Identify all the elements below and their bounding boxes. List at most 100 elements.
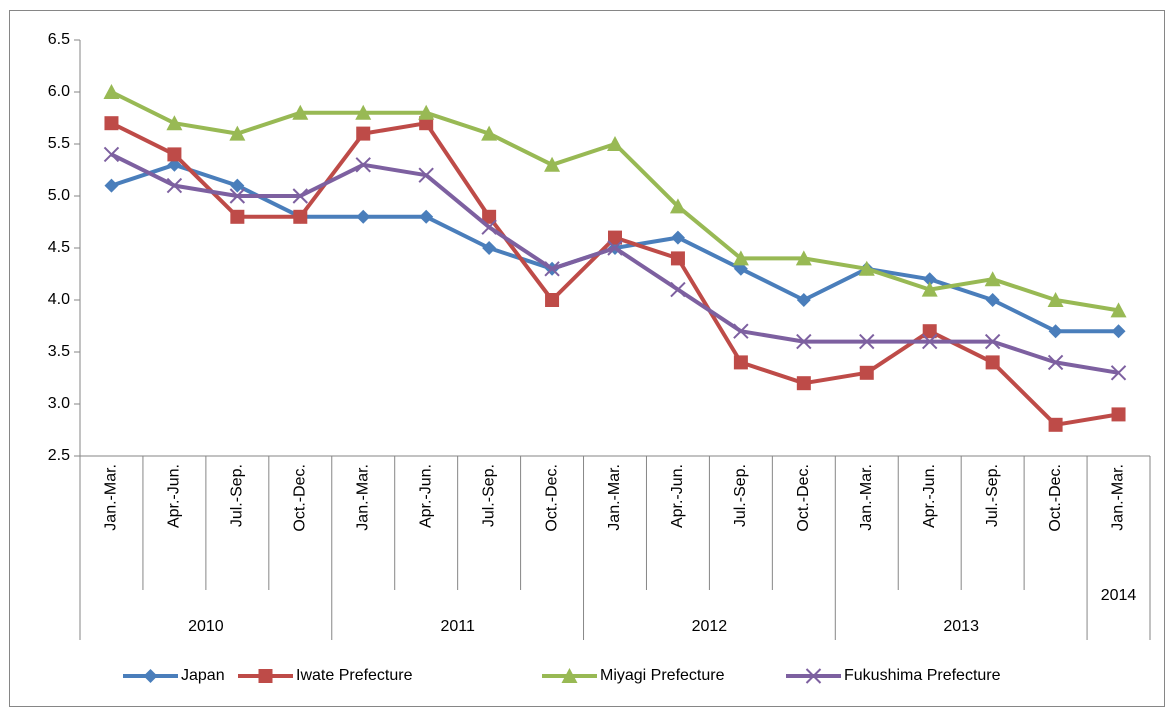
- marker: [418, 167, 434, 183]
- marker: [1111, 407, 1126, 422]
- marker: [984, 271, 1001, 287]
- legend-item: Japan: [123, 667, 225, 684]
- x-tick-label: Jan.-Mar.: [606, 464, 623, 531]
- y-tick-label: 5.0: [48, 187, 70, 204]
- marker: [229, 188, 246, 204]
- x-tick-label: Jan.-Mar.: [858, 464, 875, 531]
- marker: [607, 136, 623, 151]
- marker: [732, 250, 749, 266]
- marker: [1047, 354, 1064, 371]
- marker: [545, 293, 560, 307]
- marker: [229, 125, 246, 141]
- marker: [482, 241, 497, 255]
- marker: [230, 178, 245, 193]
- marker: [230, 209, 245, 224]
- legend-label: Fukushima Prefecture: [844, 667, 1001, 684]
- legend-item: Miyagi Prefecture: [542, 667, 725, 684]
- year-label: 2012: [692, 618, 728, 635]
- marker: [356, 209, 371, 224]
- marker: [1110, 302, 1127, 318]
- marker: [482, 209, 497, 224]
- marker: [355, 157, 371, 173]
- marker: [1048, 417, 1063, 432]
- x-tick-label: Jan.-Mar.: [1110, 464, 1127, 531]
- y-tick-label: 6.5: [48, 31, 70, 48]
- marker: [985, 293, 1000, 307]
- marker: [356, 126, 371, 141]
- marker: [103, 84, 120, 99]
- marker: [481, 125, 498, 141]
- marker: [796, 333, 812, 350]
- marker: [293, 209, 308, 224]
- legend-item: Iwate Prefecture: [238, 667, 413, 684]
- x-tick-label: Apr.-Jun.: [417, 464, 434, 528]
- marker: [922, 272, 937, 287]
- marker: [292, 188, 309, 204]
- marker: [796, 293, 811, 307]
- legend-label: Iwate Prefecture: [296, 667, 413, 684]
- marker: [607, 240, 623, 256]
- marker: [1111, 324, 1126, 339]
- marker: [608, 230, 622, 245]
- marker: [1110, 365, 1127, 381]
- marker: [481, 219, 497, 235]
- x-tick-label: Jan.-Mar.: [103, 464, 120, 531]
- y-tick-label: 2.5: [48, 447, 70, 464]
- marker: [418, 104, 435, 120]
- x-tick-label: Apr.-Jun.: [166, 464, 183, 528]
- x-tick-label: Jan.-Mar.: [354, 464, 371, 531]
- marker: [795, 250, 812, 266]
- marker: [670, 281, 686, 298]
- marker: [544, 261, 560, 277]
- year-label: 2014: [1101, 587, 1137, 604]
- x-tick-label: Apr.-Jun.: [921, 464, 938, 528]
- marker: [544, 156, 561, 172]
- marker: [733, 355, 748, 370]
- x-tick-label: Oct.-Dec.: [292, 464, 309, 532]
- year-label: 2011: [440, 618, 475, 635]
- marker: [143, 669, 158, 683]
- x-tick-label: Oct.-Dec.: [795, 464, 812, 532]
- marker: [103, 146, 120, 163]
- y-tick-label: 3.5: [48, 343, 70, 360]
- marker: [922, 324, 937, 339]
- year-label: 2010: [188, 618, 224, 635]
- marker: [258, 669, 273, 683]
- x-tick-label: Jul.-Sep.: [229, 464, 246, 527]
- marker: [167, 147, 182, 162]
- y-tick-label: 4.5: [48, 239, 70, 256]
- marker: [1048, 324, 1063, 339]
- x-tick-label: Jul.-Sep.: [984, 464, 1001, 527]
- marker: [984, 333, 1001, 350]
- marker: [419, 209, 434, 224]
- marker: [670, 251, 685, 266]
- marker: [104, 116, 119, 131]
- marker: [858, 260, 875, 276]
- marker: [796, 376, 811, 391]
- marker: [669, 198, 686, 214]
- marker: [921, 333, 938, 350]
- y-tick-label: 5.5: [48, 135, 70, 152]
- legend-item: Fukushima Prefecture: [786, 667, 1001, 684]
- x-tick-label: Jul.-Sep.: [480, 464, 497, 527]
- marker: [104, 178, 119, 193]
- x-tick-label: Oct.-Dec.: [1047, 464, 1064, 532]
- x-tick-label: Apr.-Jun.: [669, 464, 686, 528]
- marker: [859, 333, 875, 350]
- marker: [166, 177, 183, 194]
- marker: [561, 668, 578, 683]
- marker: [1047, 292, 1064, 307]
- y-tick-label: 3.0: [48, 395, 70, 412]
- marker: [355, 104, 372, 120]
- y-tick-label: 6.0: [48, 83, 70, 100]
- legend-label: Miyagi Prefecture: [600, 667, 725, 684]
- marker: [921, 281, 938, 297]
- legend-label: Japan: [181, 667, 225, 684]
- marker: [859, 365, 874, 380]
- y-tick-label: 4.0: [48, 291, 70, 308]
- marker: [805, 668, 822, 684]
- marker: [166, 115, 183, 131]
- marker: [733, 323, 749, 339]
